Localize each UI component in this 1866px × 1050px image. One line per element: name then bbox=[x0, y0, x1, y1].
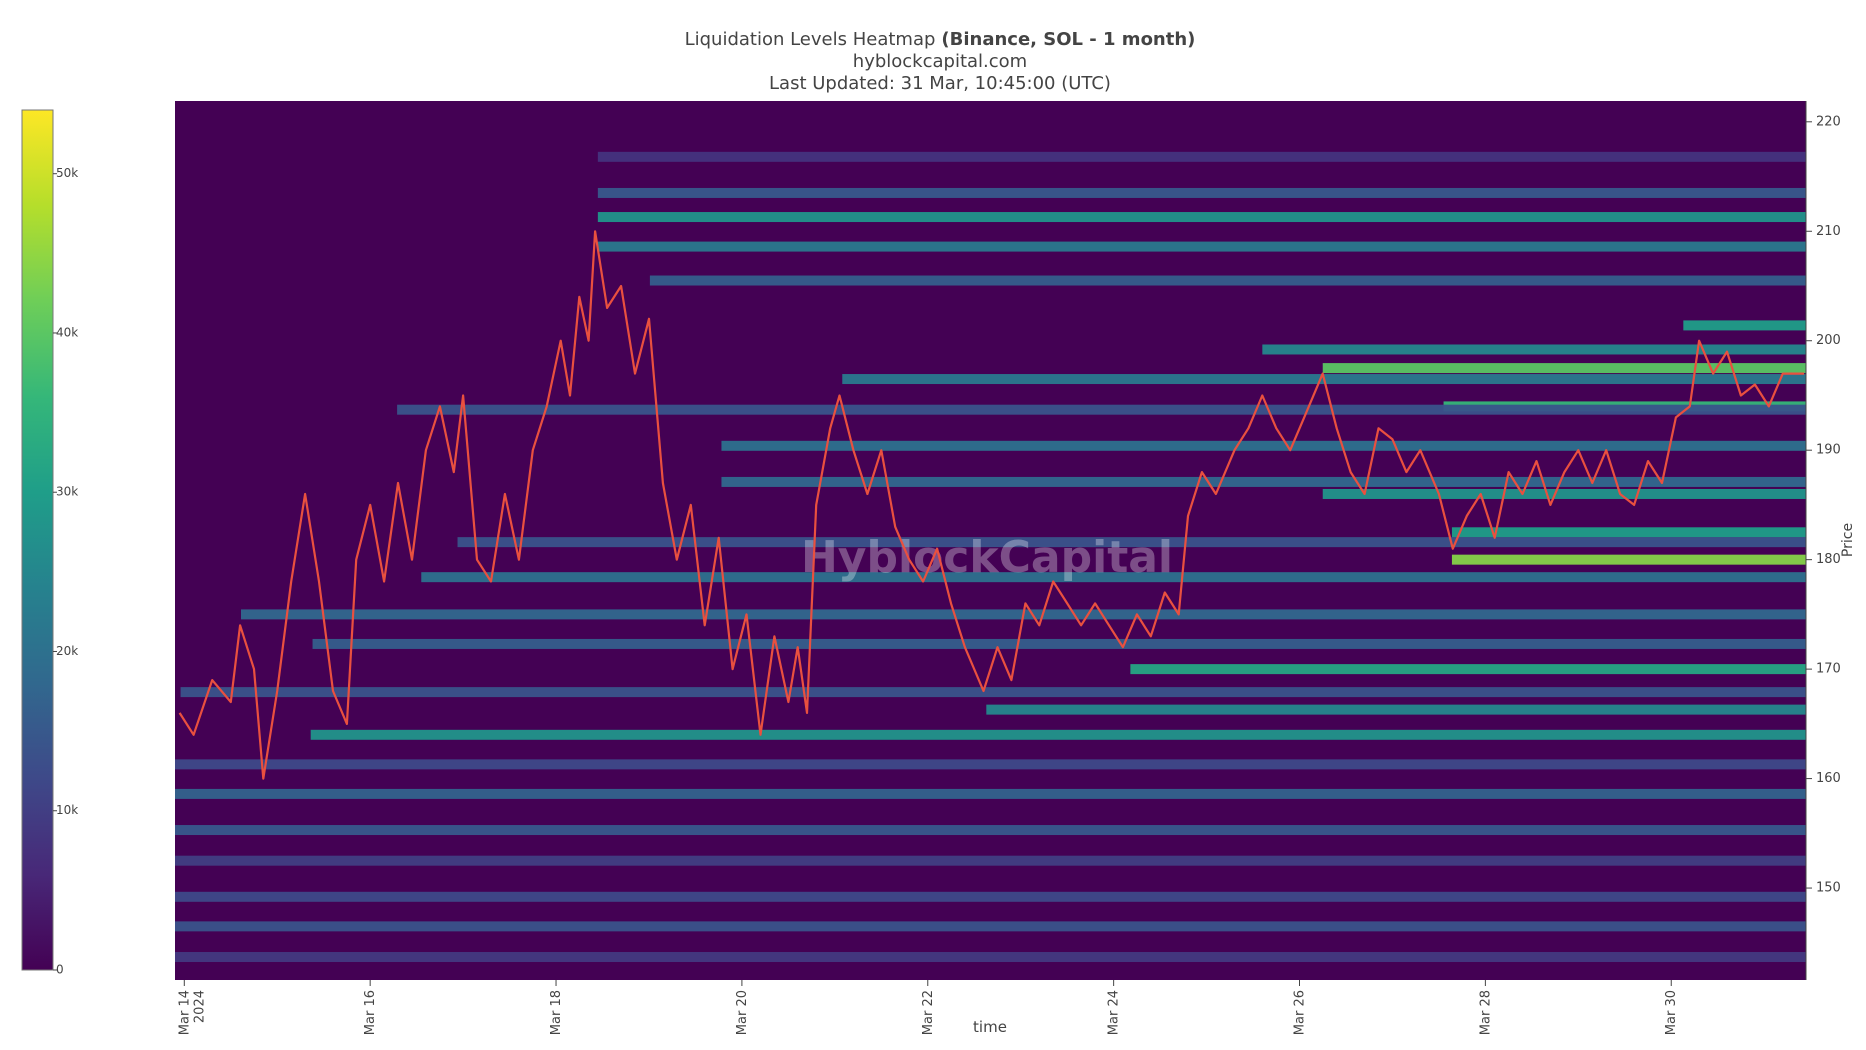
y-tick-label: 220 bbox=[1816, 114, 1841, 129]
x-tick-label: Mar 14 bbox=[177, 990, 192, 1035]
x-axis-title: time bbox=[973, 1018, 1007, 1036]
x-tick-label: Mar 28 bbox=[1478, 990, 1493, 1035]
colorbar-tick-label: 0 bbox=[56, 963, 64, 977]
liquidation-level bbox=[649, 275, 1806, 286]
liquidation-level bbox=[310, 729, 1806, 740]
colorbar-tick-label: 30k bbox=[56, 485, 78, 499]
y-tick-label: 190 bbox=[1816, 443, 1841, 458]
liquidation-level bbox=[597, 212, 1806, 223]
x-tick-label: Mar 26 bbox=[1293, 990, 1308, 1035]
y-tick-label: 200 bbox=[1816, 333, 1841, 348]
y-tick-label: 210 bbox=[1816, 224, 1841, 239]
liquidation-level bbox=[721, 476, 1806, 487]
x-tick-label: Mar 18 bbox=[549, 990, 564, 1035]
x-tick-label: Mar 16 bbox=[363, 990, 378, 1035]
colorbar-tick-label: 40k bbox=[56, 325, 78, 339]
liquidation-level bbox=[175, 788, 1806, 799]
chart-title: Liquidation Levels Heatmap (Binance, SOL … bbox=[685, 29, 1196, 50]
x-tick-label: Mar 30 bbox=[1664, 990, 1679, 1035]
liquidation-level bbox=[1130, 664, 1806, 675]
colorbar-tick-label: 20k bbox=[56, 644, 78, 658]
liquidation-level bbox=[1683, 320, 1806, 331]
liquidation-level bbox=[457, 537, 1806, 548]
liquidation-level bbox=[597, 187, 1806, 198]
y-tick-label: 180 bbox=[1816, 552, 1841, 567]
y-tick-label: 150 bbox=[1816, 881, 1841, 896]
colorbar-tick-label: 50k bbox=[56, 166, 78, 180]
updated: Last Updated: 31 Mar, 10:45:00 (UTC) bbox=[769, 73, 1111, 94]
liquidation-level bbox=[175, 855, 1806, 866]
liquidation-level bbox=[1451, 554, 1806, 565]
subtitle: hyblockcapital.com bbox=[853, 51, 1027, 72]
plot-area: HyblockCapital bbox=[175, 101, 1806, 980]
liquidation-level bbox=[175, 759, 1806, 770]
x-tick-label: Mar 20 bbox=[735, 990, 750, 1035]
liquidation-level bbox=[597, 151, 1806, 162]
liquidation-level bbox=[1451, 527, 1806, 538]
liquidation-level bbox=[1262, 344, 1806, 355]
colorbar-tick-label: 10k bbox=[56, 803, 78, 817]
y-tick-label: 160 bbox=[1816, 771, 1841, 786]
liquidation-level bbox=[175, 952, 1806, 963]
liquidation-level bbox=[175, 825, 1806, 836]
colorbar bbox=[21, 109, 54, 971]
title-bold: (Binance, SOL - 1 month) bbox=[941, 29, 1195, 50]
liquidation-level bbox=[175, 891, 1806, 902]
title-main: Liquidation Levels Heatmap bbox=[685, 29, 936, 50]
y-axis-title: Price bbox=[1840, 523, 1856, 557]
liquidation-level bbox=[1322, 488, 1806, 499]
x-tick-year: 2024 bbox=[192, 990, 207, 1023]
liquidation-level bbox=[597, 241, 1806, 252]
watermark: HyblockCapital bbox=[801, 532, 1173, 583]
liquidation-level bbox=[1322, 363, 1806, 374]
liquidation-level bbox=[175, 921, 1806, 932]
x-tick-label: Mar 22 bbox=[921, 990, 936, 1035]
liquidation-level bbox=[421, 572, 1806, 583]
liquidation-level bbox=[180, 687, 1806, 698]
price-line bbox=[178, 230, 1805, 780]
y-tick-label: 170 bbox=[1816, 662, 1841, 677]
liquidation-level bbox=[986, 704, 1806, 715]
liquidation-level bbox=[312, 638, 1806, 649]
liquidation-level bbox=[397, 404, 1806, 415]
liquidation-level bbox=[721, 440, 1806, 451]
x-tick-label: Mar 24 bbox=[1107, 990, 1122, 1035]
